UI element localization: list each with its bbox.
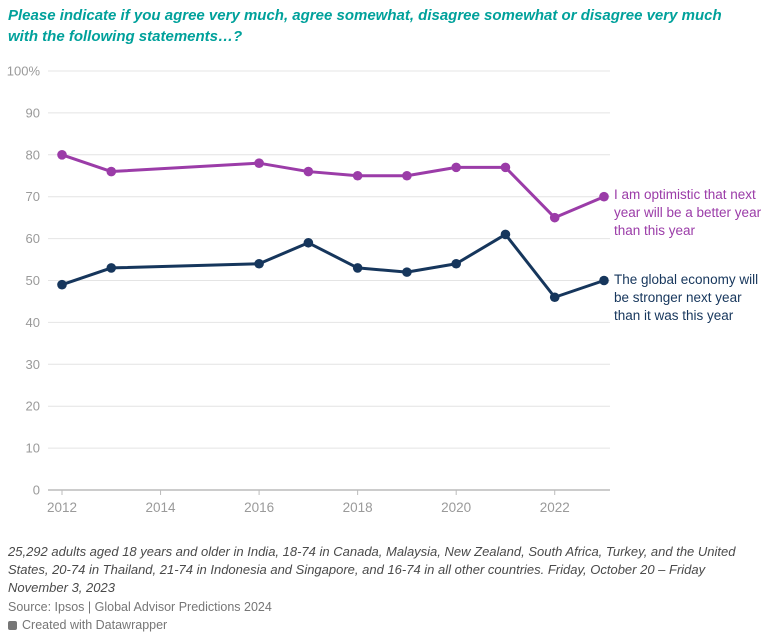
- attribution-label: Created with Datawrapper: [22, 618, 168, 632]
- svg-text:2012: 2012: [47, 500, 77, 515]
- svg-text:2016: 2016: [244, 500, 274, 515]
- svg-text:60: 60: [26, 231, 40, 246]
- svg-text:2018: 2018: [343, 500, 373, 515]
- svg-text:30: 30: [26, 357, 40, 372]
- svg-text:10: 10: [26, 441, 40, 456]
- svg-text:90: 90: [26, 105, 40, 120]
- svg-text:20: 20: [26, 399, 40, 414]
- datawrapper-attribution[interactable]: Created with Datawrapper: [8, 618, 408, 632]
- legend-label-optimistic: I am optimistic that next year will be a…: [614, 187, 762, 239]
- chart-svg: 0 10 20 30 40 50 60 70 80 90 100% 2012 2014 2016 2018 2…: [7, 64, 610, 515]
- chart-source: Source: Ipsos | Global Advisor Predictio…: [8, 600, 272, 614]
- svg-text:50: 50: [26, 273, 40, 288]
- chart-title: Please indicate if you agree very much, …: [8, 7, 722, 45]
- svg-text:2014: 2014: [146, 500, 177, 515]
- svg-text:100%: 100%: [7, 64, 41, 79]
- chart-area: 0 10 20 30 40 50 60 70 80 90 100% 2012 2014 2016 2018 2…: [0, 60, 768, 520]
- svg-text:0: 0: [33, 483, 40, 498]
- svg-text:2020: 2020: [441, 500, 471, 515]
- svg-text:2022: 2022: [540, 500, 570, 515]
- legend-label-economy: The global economy will be stronger next…: [614, 272, 759, 324]
- svg-text:70: 70: [26, 189, 40, 204]
- datawrapper-logo-icon: [8, 620, 17, 630]
- svg-text:40: 40: [26, 315, 40, 330]
- svg-text:80: 80: [26, 147, 40, 162]
- chart-footnote: 25,292 adults aged 18 years and older in…: [8, 544, 736, 595]
